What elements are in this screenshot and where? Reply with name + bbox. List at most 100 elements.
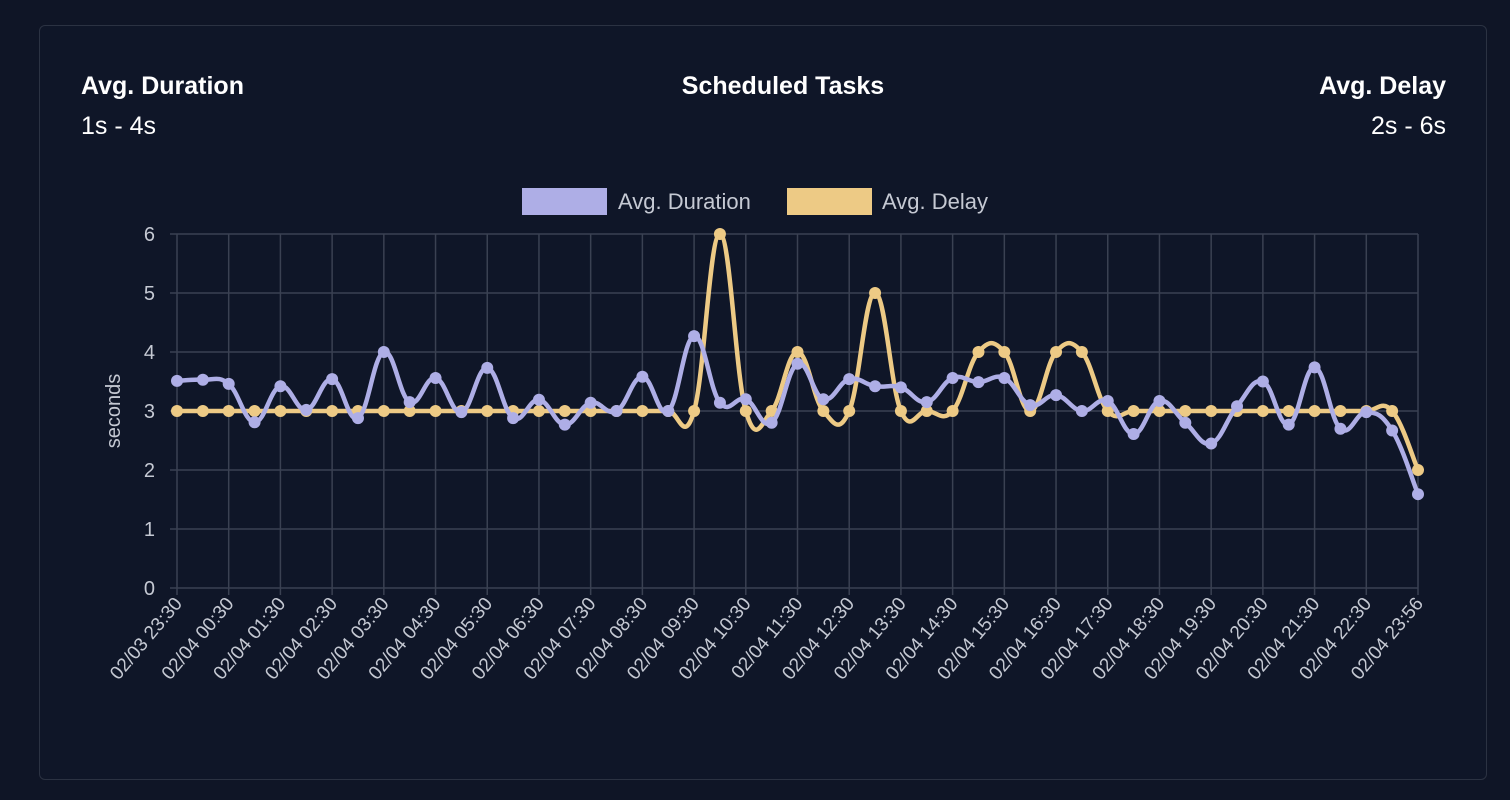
- data-point-avg-duration: [791, 357, 804, 370]
- data-point-avg-duration: [972, 376, 985, 389]
- data-point-avg-delay: [222, 405, 235, 417]
- data-point-avg-delay: [1179, 405, 1192, 417]
- data-point-avg-duration: [894, 381, 907, 394]
- data-point-avg-duration: [1024, 399, 1037, 412]
- data-point-avg-duration: [222, 377, 235, 390]
- data-point-avg-delay: [558, 405, 571, 417]
- data-point-avg-duration: [532, 393, 545, 406]
- data-point-avg-delay: [481, 405, 494, 417]
- data-point-avg-delay: [739, 405, 752, 417]
- data-point-avg-duration: [1412, 488, 1424, 501]
- data-point-avg-duration: [946, 371, 959, 384]
- data-point-avg-delay: [403, 405, 416, 417]
- data-point-avg-delay: [1050, 346, 1063, 358]
- data-point-avg-duration: [429, 371, 442, 384]
- legend-swatch-avg-duration: [522, 188, 607, 215]
- data-point-avg-delay: [636, 405, 649, 417]
- data-point-avg-duration: [455, 406, 468, 419]
- data-point-avg-duration: [765, 416, 778, 429]
- data-point-avg-delay: [584, 405, 597, 417]
- data-point-avg-delay: [920, 405, 933, 417]
- y-axis-label: seconds: [103, 374, 125, 449]
- data-point-avg-delay: [946, 405, 959, 417]
- data-point-avg-duration: [713, 396, 726, 409]
- data-point-avg-delay: [843, 405, 856, 417]
- data-point-avg-duration: [1127, 428, 1140, 441]
- data-point-avg-delay: [326, 405, 339, 417]
- data-point-avg-delay: [998, 346, 1011, 358]
- avg-duration-range: 1s - 4s: [81, 112, 157, 140]
- data-point-avg-delay: [972, 346, 985, 358]
- data-point-avg-duration: [481, 361, 494, 374]
- data-point-avg-delay: [688, 405, 701, 417]
- data-point-avg-delay: [1282, 405, 1295, 417]
- data-point-avg-delay: [869, 287, 882, 299]
- data-point-avg-duration: [1231, 400, 1244, 413]
- data-point-avg-delay: [1256, 405, 1269, 417]
- data-point-avg-delay: [713, 228, 726, 240]
- data-point-avg-duration: [326, 373, 339, 386]
- data-point-avg-delay: [429, 405, 442, 417]
- data-point-avg-duration: [1308, 361, 1321, 374]
- data-point-avg-delay: [894, 405, 907, 417]
- y-tick-label: 3: [144, 401, 155, 423]
- data-point-avg-duration: [1075, 405, 1088, 417]
- data-point-avg-delay: [1334, 405, 1347, 417]
- data-point-avg-duration: [688, 330, 701, 343]
- legend-label: Avg. Duration: [618, 189, 751, 214]
- data-point-avg-delay: [171, 405, 183, 417]
- data-point-avg-duration: [1050, 389, 1063, 402]
- data-point-avg-duration: [196, 373, 209, 386]
- y-tick-label: 0: [144, 578, 155, 600]
- data-point-avg-duration: [300, 403, 313, 416]
- data-point-avg-duration: [739, 393, 752, 406]
- data-point-avg-duration: [248, 416, 261, 429]
- data-point-avg-duration: [507, 412, 520, 425]
- data-point-avg-delay: [532, 405, 545, 417]
- legend-swatch-avg-delay: [787, 188, 872, 215]
- y-tick-label: 6: [144, 224, 155, 246]
- data-point-avg-delay: [1153, 405, 1166, 417]
- data-point-avg-duration: [1256, 375, 1269, 388]
- y-tick-label: 2: [144, 460, 155, 482]
- data-point-avg-delay: [1308, 405, 1321, 417]
- data-point-avg-duration: [171, 374, 183, 387]
- data-point-avg-duration: [998, 371, 1011, 384]
- y-tick-label: 5: [144, 283, 155, 305]
- avg-duration-title: Avg. Duration: [81, 72, 244, 100]
- data-point-avg-delay: [1386, 405, 1399, 417]
- data-point-avg-duration: [662, 405, 675, 417]
- data-point-avg-duration: [1360, 406, 1373, 419]
- data-point-avg-duration: [869, 380, 882, 393]
- chart-title: Scheduled Tasks: [681, 72, 885, 100]
- data-point-avg-delay: [1101, 405, 1114, 417]
- data-point-avg-delay: [274, 405, 287, 417]
- data-point-avg-duration: [817, 393, 830, 406]
- data-point-avg-delay: [817, 405, 830, 417]
- data-point-avg-duration: [610, 405, 623, 417]
- data-point-avg-delay: [377, 405, 390, 417]
- data-point-avg-duration: [274, 380, 287, 393]
- y-tick-label: 1: [144, 519, 155, 541]
- data-point-avg-duration: [1334, 422, 1347, 435]
- y-tick-label: 4: [144, 342, 155, 364]
- data-point-avg-duration: [1179, 416, 1192, 429]
- data-point-avg-delay: [1127, 405, 1140, 417]
- data-point-avg-delay: [1412, 464, 1424, 476]
- data-point-avg-duration: [558, 418, 571, 431]
- data-point-avg-delay: [248, 405, 261, 417]
- avg-delay-range: 2s - 6s: [1370, 112, 1446, 140]
- data-point-avg-duration: [1386, 424, 1399, 437]
- data-point-avg-duration: [843, 373, 856, 386]
- data-point-avg-duration: [351, 412, 364, 425]
- data-point-avg-delay: [791, 346, 804, 358]
- data-point-avg-duration: [636, 370, 649, 383]
- data-point-avg-duration: [403, 396, 416, 409]
- data-point-avg-delay: [1075, 346, 1088, 358]
- data-point-avg-delay: [196, 405, 209, 417]
- avg-delay-title: Avg. Delay: [1319, 72, 1446, 100]
- data-point-avg-duration: [377, 346, 390, 358]
- data-point-avg-duration: [1205, 437, 1218, 450]
- data-point-avg-delay: [765, 405, 778, 417]
- data-point-avg-duration: [920, 396, 933, 409]
